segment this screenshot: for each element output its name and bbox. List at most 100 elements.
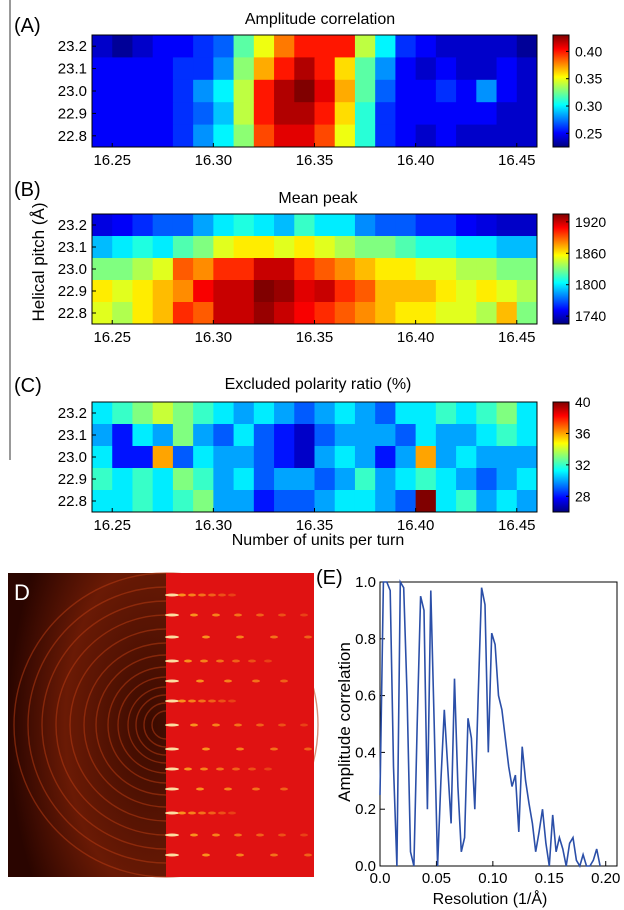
heatmap-cell [294,302,315,325]
x-tick-label: 16.30 [195,152,233,169]
heatmap-cell [476,424,498,447]
heatmap-cell [354,79,376,103]
heatmap-cell [172,402,194,425]
heatmap-cell [152,214,174,237]
heatmap-cell [152,57,174,81]
y-tick-label: 22.9 [58,471,87,488]
heatmap-cell [294,236,315,259]
heatmap-cell [375,280,396,303]
heatmap-cell [132,102,154,126]
heatmap-cell [132,490,154,513]
colorbar-tick-label: 0.30 [575,98,602,114]
y-tick-label: 22.8 [58,128,87,145]
heatmap-cell [476,490,498,513]
heatmap-cell [456,214,477,237]
heatmap-cell [496,424,518,447]
heatmap-cell [415,35,437,58]
diffraction-spot [216,659,224,663]
heatmap-cell [334,79,356,103]
line-chart-frame [379,581,618,867]
panel-label-e: (E) [316,567,343,589]
x-tick-label: 16.35 [296,517,334,534]
heatmap-cell [456,258,477,281]
heatmap-cell [233,214,255,237]
diffraction-spot [212,613,220,617]
heatmap-cell [516,79,538,103]
heatmap-cell [476,35,498,58]
heatmap-cell [172,258,194,281]
heatmap-cell [435,79,457,103]
heatmap-cell [274,57,295,81]
heatmap-cell [112,79,133,103]
diffraction-spot [184,767,192,771]
heatmap-cell [193,446,214,469]
heatmap-cell [132,79,154,103]
heatmap-cell [314,424,336,447]
heatmap-cell [435,402,457,425]
heatmap-cell [354,490,376,513]
heatmap-cell [213,35,235,58]
y-tick-label: 23.1 [58,239,87,256]
x-tick-label: 16.40 [397,152,435,169]
heatmap-cell [516,468,538,491]
heatmap-cell [435,102,457,126]
y-tick-label: 0.2 [355,801,376,818]
heatmap-cell [132,302,154,325]
y-tick-label: 0.4 [355,744,376,761]
heatmap-cell [274,402,295,425]
heatmap-cell [334,214,356,237]
diffraction-spot [300,613,308,617]
heatmap-cell [456,236,477,259]
heatmap-cell [152,302,174,325]
heatmap-cell [294,214,315,237]
heatmap-cell [456,302,477,325]
heatmap-cell [294,446,315,469]
colorbar-tick-label: 1860 [575,245,606,261]
heatmap-cells-c [92,402,538,513]
heatmap-cell [375,124,396,148]
y-tick-label: 22.8 [58,305,87,322]
heatmap-cell [233,35,255,58]
diffraction-spot [228,593,236,597]
heatmap-cell [193,214,214,237]
diffraction-spot [165,767,179,771]
diffraction-spot [252,679,260,683]
heatmap-cell [112,57,133,81]
heatmap-cell [516,35,538,58]
heatmap-cell [354,236,376,259]
heatmap-cell [92,468,113,491]
heatmap-cell [92,446,113,469]
heatmap-cell [354,214,376,237]
x-tick-label: 16.35 [296,329,334,346]
panel-label-d: D [14,580,30,605]
x-tick-label: 16.40 [397,517,435,534]
heatmap-cell [375,236,396,259]
diffraction-spot [212,723,220,727]
colorbar-tick-label: 1920 [575,214,606,230]
heatmap-cell [375,79,396,103]
colorbar-gradient [552,213,570,325]
heatmap-panel-c: (C) Excluded polarity ratio (%) 23.2 23.1… [14,375,591,534]
heatmap-cell [294,35,315,58]
heatmap-cell [354,57,376,81]
heatmap-cell [253,402,275,425]
heatmap-cell [253,468,275,491]
heatmap-cell [233,446,255,469]
heatmap-cell [233,280,255,303]
x-tick-label: 0.05 [422,870,451,887]
line-chart-axes: 0.0 0.05 0.10 0.15 0.20 0.0 0.2 0.4 0.6 0.8 1.0 [355,574,620,887]
heatmap-cell [516,402,538,425]
heatmap-cell [435,124,457,148]
heatmap-cell [152,490,174,513]
heatmap-cell [132,57,154,81]
y-tick-label: 1.0 [355,574,376,591]
diffraction-spot [202,747,210,751]
heatmap-cell [395,124,417,148]
heatmap-cell [193,102,214,126]
diffraction-spot [236,635,244,639]
heatmap-cell [476,102,498,126]
heatmap-cell [193,35,214,58]
heatmap-cell [112,424,133,447]
heatmap-cell [314,57,336,81]
